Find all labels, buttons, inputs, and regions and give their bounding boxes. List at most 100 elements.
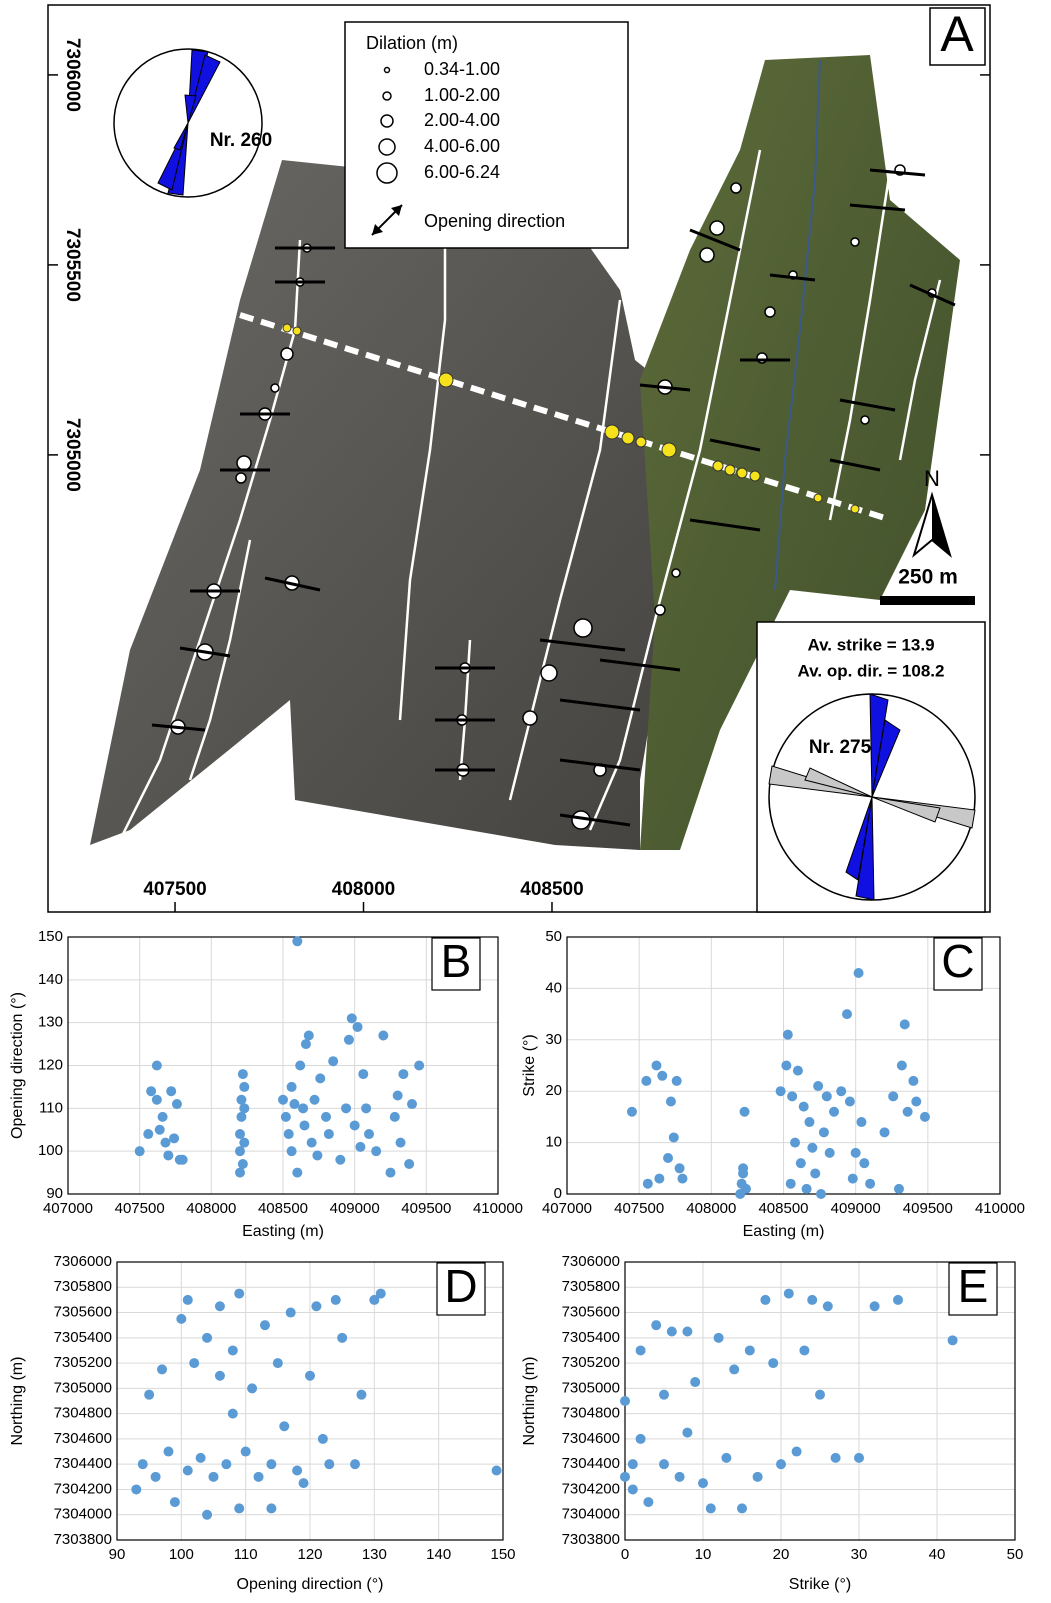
point (390, 1112, 400, 1122)
point (151, 1472, 161, 1482)
y-tick-label: 7305500 (62, 228, 83, 302)
point (215, 1371, 225, 1381)
point (741, 1184, 751, 1194)
point (753, 1472, 763, 1482)
point (870, 1301, 880, 1311)
point (315, 1073, 325, 1083)
point (659, 1459, 669, 1469)
point (393, 1090, 403, 1100)
point (155, 1125, 165, 1135)
x-tick-label: 120 (297, 1546, 322, 1563)
point (829, 1107, 839, 1117)
point (776, 1086, 786, 1096)
point (202, 1333, 212, 1343)
point (234, 1289, 244, 1299)
point (804, 1117, 814, 1127)
point (620, 1396, 630, 1406)
point (166, 1086, 176, 1096)
y-tick-label: 7306000 (62, 38, 83, 112)
x-tick-label: 409000 (831, 1200, 881, 1217)
rose-count: Nr. 260 (210, 130, 272, 151)
y-tick-label: 7305000 (562, 1379, 620, 1396)
scale-label: 250 m (898, 566, 958, 589)
x-tick-label: 408000 (332, 879, 395, 900)
point (312, 1150, 322, 1160)
y-tick-label: 7305000 (54, 1379, 112, 1396)
point (295, 1061, 305, 1071)
point (292, 936, 302, 946)
point (627, 1107, 637, 1117)
point (311, 1301, 321, 1311)
point (669, 1132, 679, 1142)
point (738, 1163, 748, 1173)
point (254, 1472, 264, 1482)
x-tick-label: 408500 (258, 1200, 308, 1217)
point (677, 1174, 687, 1184)
x-tick-label: 410000 (473, 1200, 523, 1217)
point (643, 1497, 653, 1507)
y-tick-label: 7304600 (54, 1430, 112, 1447)
x-tick-label: 408500 (520, 879, 583, 900)
point (643, 1179, 653, 1189)
rose-bottom: Av. strike = 13.9 Av. op. dir. = 108.2 N… (757, 622, 985, 912)
point (636, 1345, 646, 1355)
point (364, 1129, 374, 1139)
point (651, 1320, 661, 1330)
point (202, 1510, 212, 1520)
point (235, 1168, 245, 1178)
point (163, 1150, 173, 1160)
point (157, 1364, 167, 1374)
point (856, 1117, 866, 1127)
point (152, 1095, 162, 1105)
point (337, 1333, 347, 1343)
point (152, 1061, 162, 1071)
point (209, 1472, 219, 1482)
point (690, 1377, 700, 1387)
y-tick-label: 7303800 (562, 1531, 620, 1548)
panel-label: A (940, 6, 974, 62)
point (335, 1155, 345, 1165)
point (292, 1466, 302, 1476)
y-tick-label: 140 (38, 971, 63, 988)
point (239, 1138, 249, 1148)
point (845, 1096, 855, 1106)
y-tick-label: 100 (38, 1142, 63, 1159)
point (816, 1189, 826, 1199)
point (865, 1179, 875, 1189)
point (815, 1390, 825, 1400)
point (241, 1447, 251, 1457)
point (948, 1335, 958, 1345)
legend: Dilation (m) 0.34-1.00 1.00-2.00 2.00-4.… (345, 22, 628, 248)
point (854, 968, 864, 978)
y-axis-title: Opening direction (°) (9, 992, 26, 1139)
panel-label: C (941, 935, 974, 987)
point (714, 1333, 724, 1343)
point (823, 1301, 833, 1311)
y-tick-label: 7305400 (562, 1329, 620, 1346)
point (361, 1103, 371, 1113)
point (386, 1168, 396, 1178)
y-tick-label: 150 (38, 928, 63, 945)
point (299, 1478, 309, 1488)
point (920, 1112, 930, 1122)
point (144, 1390, 154, 1400)
point (138, 1459, 148, 1469)
x-tick-label: 408500 (758, 1200, 808, 1217)
point (768, 1358, 778, 1368)
map-panel: Dilation (m) 0.34-1.00 1.00-2.00 2.00-4.… (48, 5, 990, 912)
y-tick-label: 40 (545, 979, 562, 996)
point (745, 1345, 755, 1355)
point (854, 1453, 864, 1463)
point (189, 1358, 199, 1368)
point (807, 1295, 817, 1305)
y-tick-label: 7304800 (54, 1405, 112, 1422)
point (831, 1453, 841, 1463)
point (328, 1056, 338, 1066)
x-tick-label: 408000 (686, 1200, 736, 1217)
point (247, 1383, 257, 1393)
figure: Dilation (m) 0.34-1.00 1.00-2.00 2.00-4.… (0, 0, 1051, 1598)
point (350, 1120, 360, 1130)
point (143, 1129, 153, 1139)
point (215, 1301, 225, 1311)
point (371, 1146, 381, 1156)
